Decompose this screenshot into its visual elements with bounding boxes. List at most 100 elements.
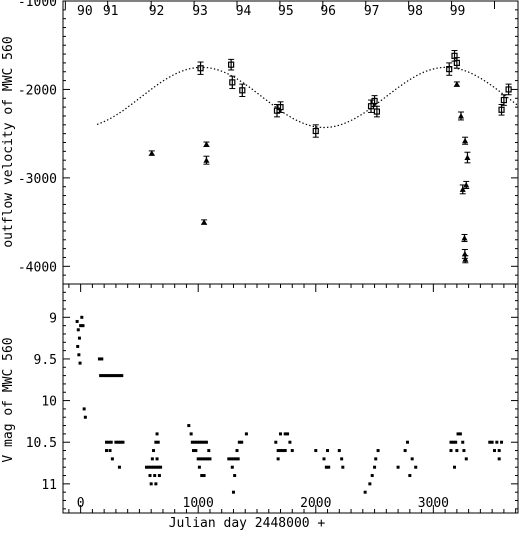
magnitude-point (500, 440, 504, 444)
magnitude-point (462, 449, 466, 453)
magnitude-point (456, 432, 460, 436)
magnitude-point (75, 319, 79, 323)
magnitude-point (195, 440, 199, 444)
magnitude-point (106, 374, 110, 378)
bottom-y-tick-label: 10 (41, 395, 57, 410)
magnitude-point (326, 449, 330, 453)
magnitude-point (101, 374, 105, 378)
magnitude-point (235, 449, 239, 453)
magnitude-point (283, 449, 287, 453)
magnitude-point (201, 457, 205, 461)
bottom-x-tick-label: 0 (77, 496, 85, 511)
magnitude-point (200, 440, 204, 444)
triangle-marker (462, 137, 469, 144)
square-marker (229, 79, 236, 86)
magnitude-point (119, 440, 123, 444)
top-panel-frame (62, 0, 519, 285)
triangle-marker (148, 150, 155, 156)
magnitude-point (314, 449, 318, 453)
magnitude-point (458, 432, 462, 436)
bottom-y-ticks: 9 9.5 10 10.5 11 (26, 291, 518, 510)
magnitude-point (79, 324, 83, 328)
bottom-y-tick-label: 9.5 (34, 353, 57, 368)
magnitude-point (231, 490, 235, 494)
magnitude-point (148, 474, 152, 478)
magnitude-point (147, 465, 151, 469)
magnitude-point (236, 457, 240, 461)
magnitude-point (154, 482, 158, 486)
top-data-point (462, 255, 469, 264)
top-data-point (464, 151, 471, 164)
year-label: 97 (364, 4, 380, 19)
magnitude-point (492, 449, 496, 453)
square-marker (239, 87, 246, 94)
top-panel: -1000-2000-3000-4000 90 91 92 93 94 95 96 97 98 9… (1, 0, 519, 285)
square-marker (453, 59, 460, 67)
magnitude-point (340, 457, 344, 461)
magnitude-point (107, 440, 111, 444)
magnitude-point (77, 336, 81, 340)
top-data-point (148, 150, 155, 156)
magnitude-point (120, 374, 124, 378)
magnitude-point (156, 465, 160, 469)
top-data-point (312, 124, 319, 138)
magnitude-point (464, 457, 468, 461)
top-data-point (228, 58, 235, 71)
top-data-point (229, 75, 236, 90)
magnitude-point (105, 449, 109, 453)
top-data-point (446, 62, 453, 76)
magnitude-point (290, 449, 294, 453)
magnitude-point (276, 457, 280, 461)
magnitude-point (117, 374, 121, 378)
top-y-tick-label: -2000 (18, 83, 57, 98)
square-marker (505, 86, 512, 93)
bottom-x-tick-label: 3000 (418, 496, 449, 511)
bottom-panel: 9 9.5 10 10.5 11 0 1000 2000 3000 V mag of MWC … (1, 283, 519, 531)
magnitude-point (153, 474, 157, 478)
bottom-panel-frame (62, 283, 519, 514)
magnitude-point (204, 440, 208, 444)
magnitude-point (227, 457, 231, 461)
magnitude-point (414, 465, 418, 469)
magnitude-point (497, 449, 501, 453)
magnitude-point (461, 440, 465, 444)
top-data-point (201, 219, 208, 225)
square-marker (312, 127, 319, 135)
top-data-point (463, 180, 470, 189)
magnitude-point (156, 440, 160, 444)
magnitude-point (454, 440, 458, 444)
bottom-x-tick-label: 1000 (183, 496, 214, 511)
top-y-tick-label: -3000 (18, 172, 57, 187)
top-data-point (505, 83, 512, 96)
magnitude-point (208, 457, 212, 461)
magnitude-point (76, 328, 80, 332)
magnitude-point (116, 440, 120, 444)
magnitude-point (279, 449, 283, 453)
magnitude-point (196, 457, 200, 461)
year-label: 99 (450, 4, 466, 19)
bottom-x-axis-title: Julian day 2448000 + (169, 516, 326, 531)
triangle-marker (459, 186, 466, 192)
magnitude-point (152, 449, 156, 453)
magnitude-point (229, 457, 233, 461)
magnitude-point (99, 374, 103, 378)
top-data-points (148, 50, 512, 264)
magnitude-point (81, 324, 85, 328)
magnitude-point (154, 440, 158, 444)
magnitude-point (155, 432, 159, 436)
magnitude-point (233, 474, 237, 478)
square-marker (451, 52, 458, 59)
magnitude-point (286, 432, 290, 436)
magnitude-point (97, 357, 101, 361)
magnitude-point (455, 449, 459, 453)
square-marker (500, 96, 507, 104)
top-data-point (277, 101, 284, 113)
top-y-tick-label: -4000 (18, 260, 57, 275)
top-data-point (453, 57, 460, 69)
magnitude-point (109, 440, 113, 444)
magnitude-point (396, 465, 400, 469)
magnitude-point (497, 457, 501, 461)
bottom-data-points (75, 315, 504, 494)
bottom-y-tick-label: 11 (41, 478, 57, 493)
triangle-marker (461, 235, 468, 241)
